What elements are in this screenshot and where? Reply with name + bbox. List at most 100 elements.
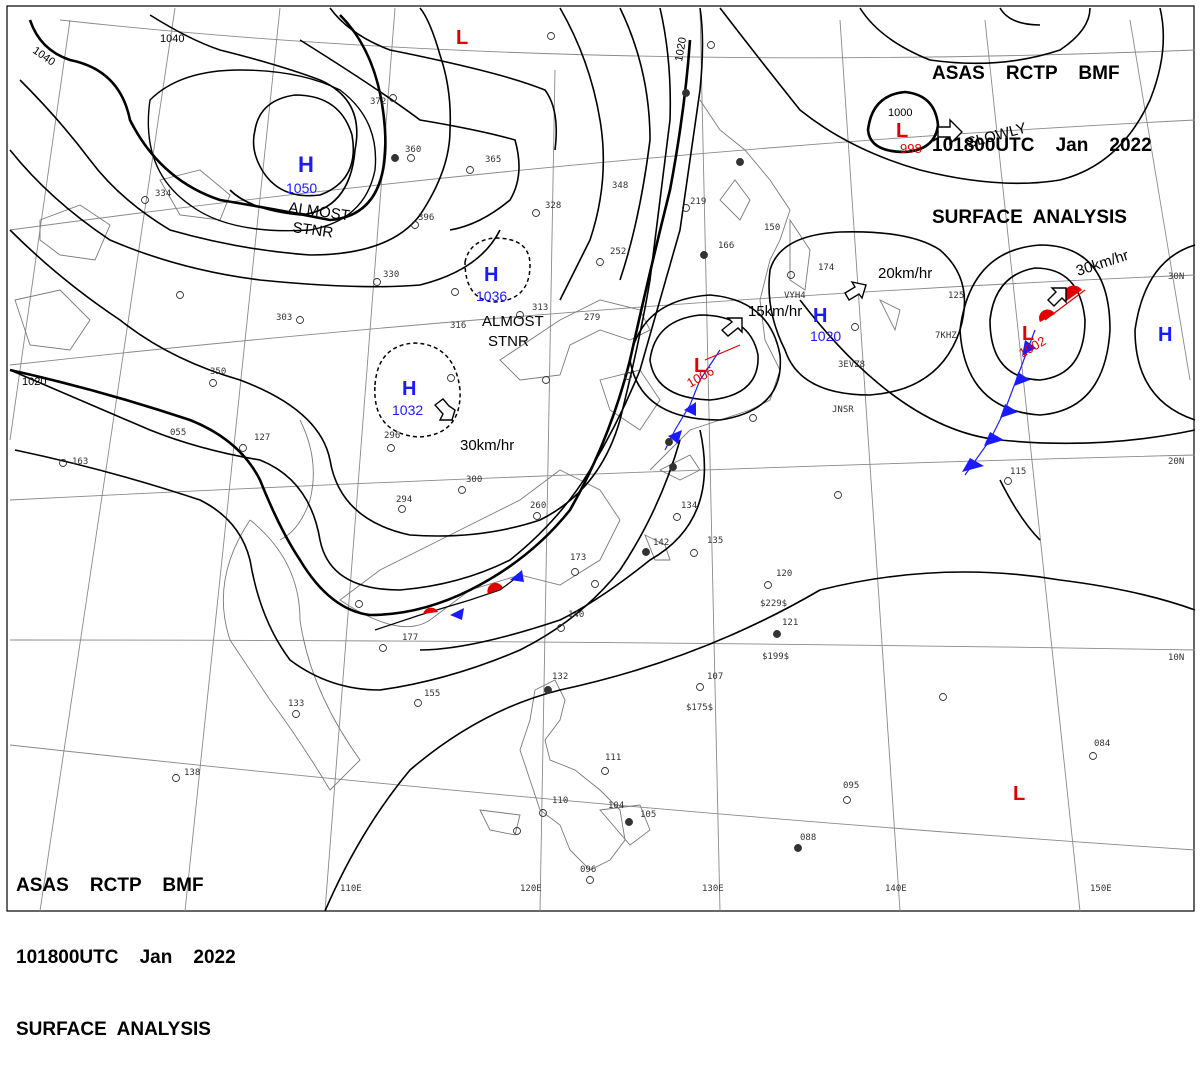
status-label: ALMOST <box>482 313 544 330</box>
header-subtitle: SURFACE ANALYSIS <box>16 1019 211 1040</box>
station-value: 348 <box>612 181 628 191</box>
station-value: VYH4 <box>784 291 806 301</box>
cold-front-barb <box>510 570 524 582</box>
station-value: 296 <box>384 431 400 441</box>
high-symbol: H <box>402 378 416 400</box>
cold-front-barb <box>984 432 1004 446</box>
isobar-label: 1040 <box>160 33 184 45</box>
station-value: 084 <box>1094 739 1110 749</box>
station-value: 163 <box>72 457 88 467</box>
header-title: ASAS RCTP BMF <box>16 875 204 896</box>
header-subtitle: SURFACE ANALYSIS <box>932 207 1127 228</box>
warm-front-scallop <box>1063 285 1082 302</box>
station-value: $199$ <box>762 652 789 662</box>
isobar-label: 1000 <box>888 107 912 119</box>
low-symbol: L <box>1013 783 1025 805</box>
isobar-label: 1020 <box>22 376 46 388</box>
station-value: 260 <box>530 501 546 511</box>
station-value: 279 <box>584 313 600 323</box>
arrow-icon <box>937 118 963 146</box>
low-symbol: L <box>456 27 468 49</box>
station-value: 055 <box>170 428 186 438</box>
station-value: 173 <box>570 553 586 563</box>
cold-front-barb <box>962 458 984 472</box>
station-value: 115 <box>1010 467 1026 477</box>
station-value: 088 <box>800 833 816 843</box>
isobars <box>9 7 1196 912</box>
station-value: 111 <box>605 753 621 763</box>
station-value: 252 <box>610 247 626 257</box>
motion-label: 20km/hr <box>878 265 932 282</box>
station-value: 219 <box>690 197 706 207</box>
station-value: 095 <box>843 781 859 791</box>
low-symbol: L <box>1022 323 1034 345</box>
station-value: 138 <box>184 768 200 778</box>
cold-front-barb <box>1000 404 1018 418</box>
lat-label: 20N <box>1168 457 1184 467</box>
station-plots: 372 360 365 328 396 330 316 313 279 252 … <box>72 97 1110 875</box>
arrow-icon <box>1047 287 1067 307</box>
header-top: ASAS RCTP BMF 101800UTC Jan 2022 SURFACE… <box>932 14 1152 254</box>
header-bottom: ASAS RCTP BMF 101800UTC Jan 2022 SURFACE… <box>16 826 236 1066</box>
graticule-labels: 110E 120E 130E 140E 150E 30N 20N 10N <box>340 272 1184 894</box>
high-symbol: H <box>1158 324 1172 346</box>
lat-label: 30N <box>1168 272 1184 282</box>
station-value: 360 <box>405 145 421 155</box>
low-symbol: L <box>896 120 908 142</box>
station-value: 121 <box>782 618 798 628</box>
station-value: 133 <box>288 699 304 709</box>
cold-front-barb <box>1022 340 1036 356</box>
low-value: 998 <box>900 141 922 156</box>
fronts <box>374 285 1086 631</box>
station-value: 150 <box>764 223 780 233</box>
station-value: 134 <box>681 501 697 511</box>
station-value: 107 <box>707 672 723 682</box>
station-value: 140 <box>568 610 584 620</box>
station-value: 155 <box>424 689 440 699</box>
lon-label: 130E <box>702 884 724 894</box>
arrow-icon <box>844 280 867 301</box>
station-value: 303 <box>276 313 292 323</box>
high-value: 1020 <box>810 328 841 344</box>
weather-map: 1040 1040 1020 1020 1000 SLOWLY 30k <box>6 5 1196 912</box>
station-value: 166 <box>718 241 734 251</box>
arrow-icon <box>720 317 743 337</box>
warm-front-japan <box>704 344 741 361</box>
motion-arrows <box>433 118 1067 421</box>
station-value: 127 <box>254 433 270 443</box>
station-value: 350 <box>210 367 226 377</box>
station-value: 334 <box>155 189 171 199</box>
stationary-front-south <box>374 574 521 631</box>
station-value: 105 <box>640 810 656 820</box>
status-label: STNR <box>488 333 529 350</box>
header-time: 101800UTC Jan 2022 <box>16 947 236 968</box>
pressure-centers: H 1050 H 1036 H 1032 H 1020 H L L 998 L … <box>286 27 1172 805</box>
station-markers <box>59 32 1097 884</box>
warm-front-scallop <box>1039 309 1055 322</box>
cold-front-barb <box>1014 372 1030 386</box>
station-value: 110 <box>552 796 568 806</box>
station-value: 365 <box>485 155 501 165</box>
station-value: 096 <box>580 865 596 875</box>
lon-label: 150E <box>1090 884 1112 894</box>
cold-front-barb <box>668 430 682 444</box>
lon-label: 140E <box>885 884 907 894</box>
station-value: $229$ <box>760 599 787 609</box>
station-value: 132 <box>552 672 568 682</box>
station-value: 120 <box>776 569 792 579</box>
high-symbol: H <box>484 264 498 286</box>
station-value: 396 <box>418 213 434 223</box>
high-symbol: H <box>298 152 314 177</box>
station-value: $175$ <box>686 703 713 713</box>
high-value: 1036 <box>476 288 507 304</box>
station-value: 125 <box>948 291 964 301</box>
station-value: 328 <box>545 201 561 211</box>
status-labels: ALMOST STNR ALMOST STNR <box>287 199 543 350</box>
lon-label: 120E <box>520 884 542 894</box>
station-value: JNSR <box>832 405 854 415</box>
motion-label: 15km/hr <box>748 303 802 320</box>
station-value: 3EVZ8 <box>838 360 865 370</box>
high-value: 1032 <box>392 402 423 418</box>
isobar-label: 1020 <box>673 36 689 62</box>
high-symbol: H <box>813 305 827 327</box>
